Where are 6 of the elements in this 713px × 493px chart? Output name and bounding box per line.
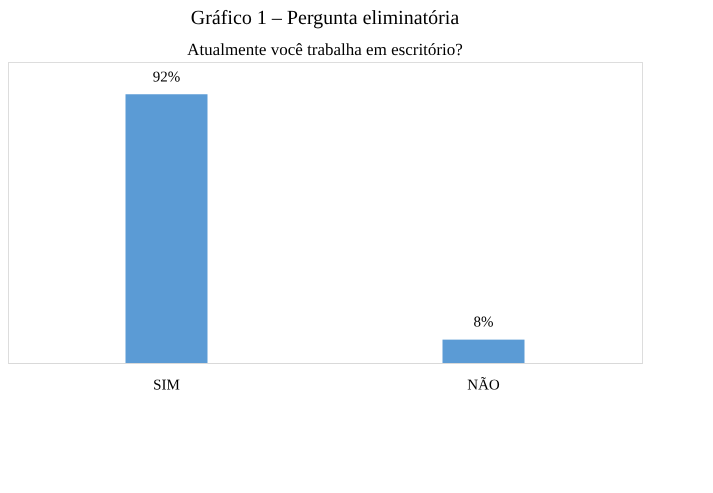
- chart-title: Gráfico 1 – Pergunta eliminatória: [190, 7, 460, 29]
- x-tick-label: NÃO: [467, 376, 500, 394]
- x-tick-label: SIM: [153, 378, 180, 394]
- data-label: 92%: [152, 69, 180, 86]
- data-label: 8%: [474, 314, 494, 331]
- chart-subtitle: Atualmente você trabalha em escritório?: [187, 40, 463, 59]
